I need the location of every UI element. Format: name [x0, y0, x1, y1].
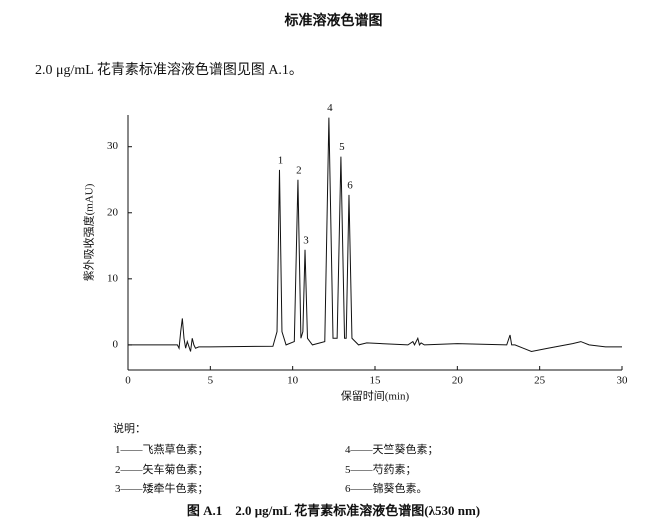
note-item: 6——锦葵色素。 [345, 483, 428, 495]
x-tick-label: 10 [287, 375, 299, 387]
x-tick-label: 30 [617, 375, 629, 387]
note-item: 3——矮牵牛色素； [115, 483, 209, 495]
y-tick-label: 20 [107, 206, 119, 218]
peak-label: 6 [347, 179, 353, 191]
x-axis-label: 保留时间(min) [341, 389, 410, 403]
note-item: 5——芍药素； [345, 463, 417, 476]
x-tick-label: 0 [125, 375, 131, 387]
y-axis-label: 紫外吸收强度(mAU) [82, 183, 96, 281]
caption: 图 A.1 2.0 μg/mL 花青素标准溶液色谱图(λ530 nm) [186, 503, 481, 518]
peak-label: 5 [339, 141, 345, 153]
x-tick-label: 15 [370, 375, 382, 387]
x-tick-label: 25 [534, 375, 546, 387]
chromatogram-line [128, 117, 622, 353]
notes-title: 说明： [113, 423, 146, 435]
peak-label: 2 [296, 164, 302, 176]
note-item: 1——飞燕草色素； [115, 444, 209, 456]
peak-label: 4 [327, 102, 333, 114]
y-tick-label: 30 [107, 140, 119, 152]
peak-label: 1 [278, 154, 284, 166]
y-tick-label: 0 [113, 338, 119, 350]
page-title: 标准溶液色谱图 [284, 14, 383, 29]
note-item: 2——矢车菊色素； [115, 463, 209, 476]
y-tick-label: 10 [107, 272, 119, 284]
peak-label: 3 [303, 234, 309, 246]
note-item: 4——天竺葵色素； [345, 444, 439, 456]
x-tick-label: 5 [208, 375, 214, 387]
intro: 2.0 μg/mL 花青素标准溶液色谱图见图 A.1。 [35, 63, 303, 78]
x-tick-label: 20 [452, 375, 464, 387]
